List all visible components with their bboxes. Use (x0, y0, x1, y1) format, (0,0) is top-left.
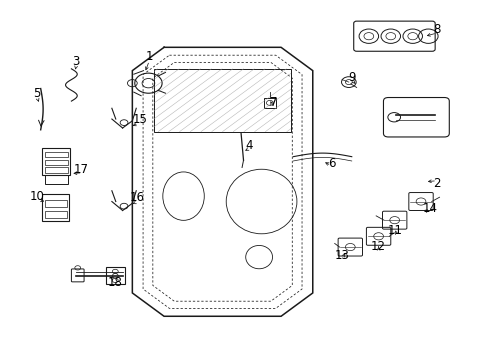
Text: 15: 15 (132, 113, 147, 126)
Text: 4: 4 (245, 139, 253, 152)
Text: 7: 7 (269, 96, 277, 109)
Text: 11: 11 (387, 224, 402, 237)
Text: 1: 1 (145, 50, 153, 63)
Text: 18: 18 (108, 276, 122, 289)
Text: 10: 10 (30, 190, 44, 203)
Text: 13: 13 (334, 249, 349, 262)
Text: 17: 17 (74, 163, 88, 176)
Text: 9: 9 (347, 71, 355, 84)
Text: 16: 16 (129, 192, 144, 204)
Text: 8: 8 (432, 23, 440, 36)
Text: 3: 3 (72, 55, 80, 68)
Text: 14: 14 (422, 202, 436, 215)
Text: 6: 6 (328, 157, 335, 170)
Text: 12: 12 (370, 240, 386, 253)
Text: 2: 2 (432, 177, 440, 190)
Text: 5: 5 (34, 87, 41, 100)
